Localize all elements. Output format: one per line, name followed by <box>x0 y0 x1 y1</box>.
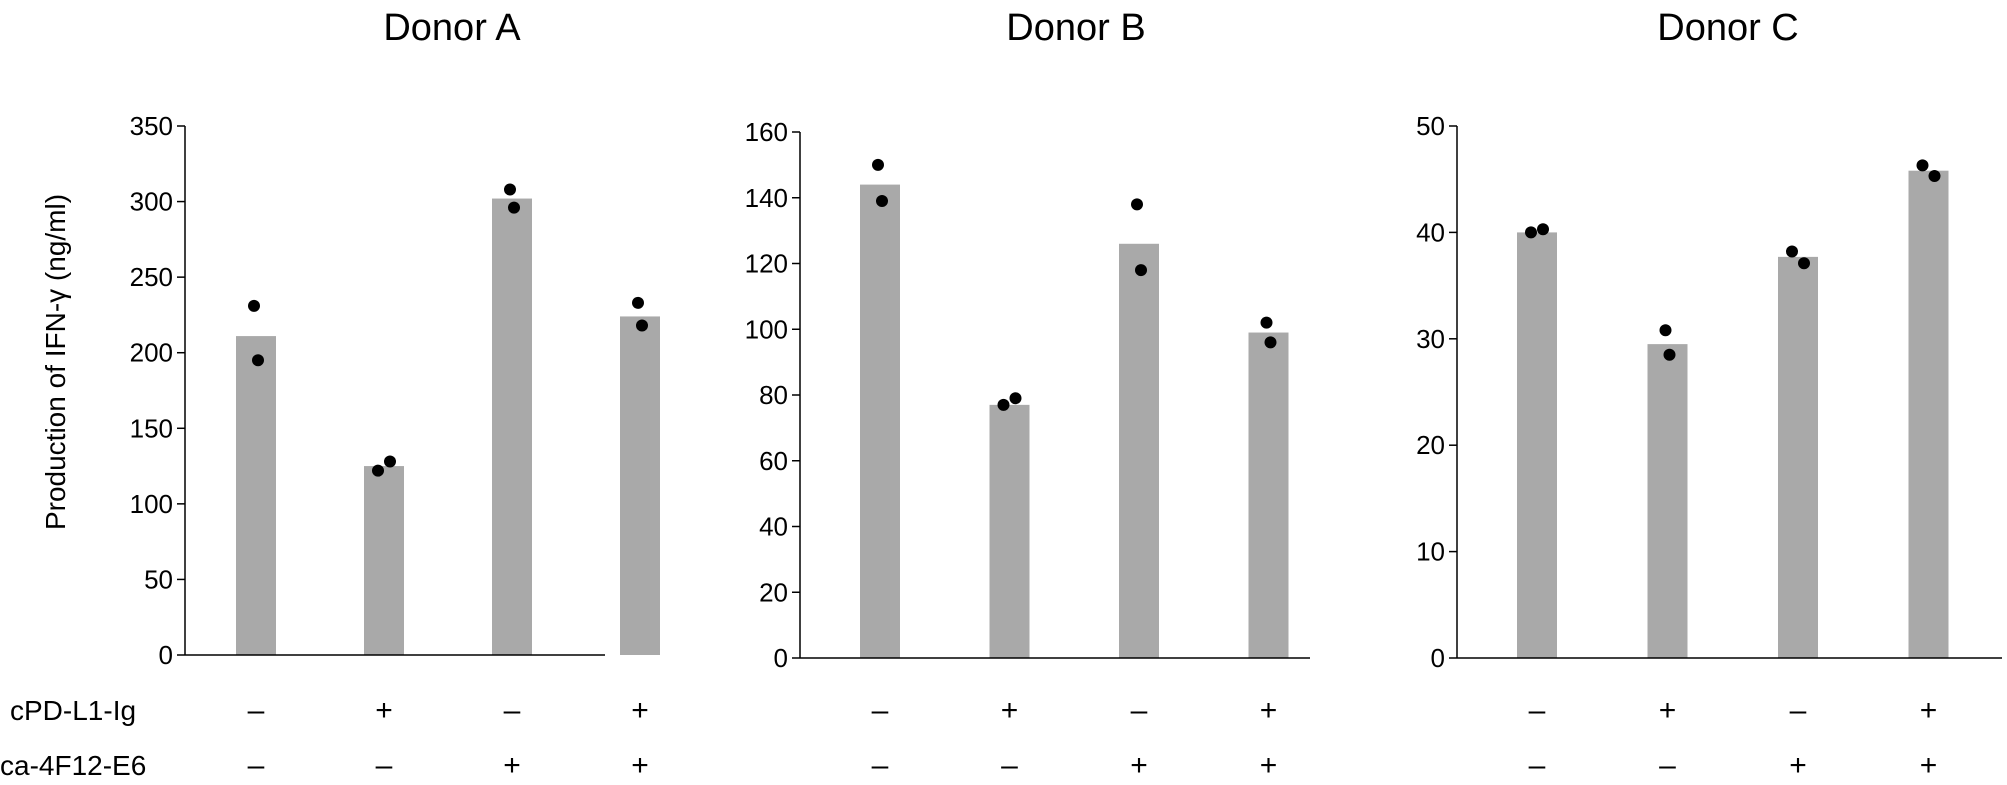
condition-ca4f12e6-sign: + <box>1260 749 1278 780</box>
y-tick-label: 100 <box>745 314 788 344</box>
bar <box>1248 332 1289 658</box>
y-axis-label: Production of IFN-γ (ng/ml) <box>40 194 71 530</box>
chart-title: Donor C <box>1657 7 1799 49</box>
y-tick-label: 20 <box>759 577 788 607</box>
y-tick-label: 140 <box>745 183 788 213</box>
condition-ca4f12e6-sign: – <box>1001 749 1018 780</box>
y-tick-label: 150 <box>130 413 173 443</box>
data-point <box>372 464 384 477</box>
y-tick-label: 350 <box>130 111 173 141</box>
condition-ca4f12e6-sign: – <box>1659 749 1676 780</box>
condition-cpdl1ig-sign: – <box>1790 694 1807 727</box>
row-label-ca4f12e6: ca-4F12-E6 <box>0 750 146 780</box>
data-point <box>1659 324 1672 337</box>
condition-cpdl1ig-sign: – <box>1529 694 1546 727</box>
data-point <box>1537 223 1549 236</box>
chart-panel-1: Donor A 0 50 100 150 200 250 300 350 – + – + – – + + <box>130 7 660 782</box>
data-point <box>1663 348 1676 361</box>
bar <box>1647 344 1688 658</box>
condition-cpdl1ig-sign: – <box>872 694 889 727</box>
chart-title: Donor B <box>1006 7 1145 49</box>
row-label-cpdl1ig: cPD-L1-Ig <box>10 695 136 726</box>
condition-ca4f12e6-sign: – <box>376 749 393 780</box>
data-point <box>997 398 1010 411</box>
condition-ca4f12e6-sign: + <box>1130 749 1148 780</box>
y-tick-label: 0 <box>159 640 173 670</box>
y-tick-label: 160 <box>745 117 788 147</box>
data-point <box>1135 264 1147 277</box>
bar <box>1778 256 1818 658</box>
condition-cpdl1ig-sign: + <box>1001 694 1019 727</box>
y-tick-label: 40 <box>759 512 788 542</box>
data-point <box>508 201 520 214</box>
condition-cpdl1ig-sign: – <box>248 694 265 727</box>
chart-panel-3: Donor C 0 10 20 30 40 50 – + – + – – + + <box>1416 7 2002 782</box>
data-point <box>1264 336 1277 349</box>
bar <box>236 336 276 655</box>
y-tick-label: 20 <box>1416 430 1445 460</box>
condition-ca4f12e6-sign: + <box>1789 749 1807 780</box>
data-point <box>872 158 884 171</box>
condition-cpdl1ig-sign: + <box>1659 694 1677 727</box>
y-tick-label: 200 <box>130 338 173 368</box>
y-tick-label: 50 <box>144 564 173 594</box>
condition-cpdl1ig-sign: + <box>1920 694 1938 727</box>
y-tick-label: 30 <box>1416 324 1445 354</box>
y-tick-label: 250 <box>130 262 173 292</box>
bar <box>1517 232 1557 658</box>
condition-cpdl1ig-sign: + <box>1260 694 1278 727</box>
data-point <box>248 299 260 312</box>
bar <box>364 466 404 655</box>
condition-ca4f12e6-sign: + <box>1920 749 1938 780</box>
y-tick-label: 0 <box>1431 643 1445 673</box>
condition-ca4f12e6-sign: – <box>248 749 265 780</box>
condition-cpdl1ig-sign: – <box>504 694 521 727</box>
bar <box>1119 243 1159 658</box>
bar <box>620 316 660 655</box>
chart-panel-2: Donor B 0 20 40 60 80 100 120 140 160 – + – + – – + + <box>745 7 1310 782</box>
data-point <box>1798 257 1810 270</box>
y-tick-label: 80 <box>759 380 788 410</box>
data-point <box>1260 316 1273 329</box>
condition-cpdl1ig-sign: + <box>375 694 393 727</box>
chart-title: Donor A <box>383 7 521 49</box>
condition-cpdl1ig-sign: + <box>631 694 649 727</box>
data-point <box>636 319 648 332</box>
data-point <box>1928 170 1941 183</box>
bar <box>860 184 900 658</box>
condition-ca4f12e6-sign: – <box>1529 749 1546 780</box>
bar <box>1908 170 1949 659</box>
condition-cpdl1ig-sign: – <box>1131 694 1148 727</box>
y-tick-label: 120 <box>745 249 788 279</box>
data-point <box>632 296 644 309</box>
y-tick-label: 0 <box>774 643 788 673</box>
data-point <box>1009 392 1022 405</box>
y-tick-label: 50 <box>1416 111 1445 141</box>
data-point <box>1525 226 1537 239</box>
condition-ca4f12e6-sign: + <box>631 749 649 780</box>
y-tick-label: 40 <box>1416 217 1445 247</box>
data-point <box>384 455 396 468</box>
data-point <box>876 195 888 208</box>
y-tick-label: 60 <box>759 446 788 476</box>
condition-ca4f12e6-sign: – <box>872 749 889 780</box>
condition-ca4f12e6-sign: + <box>503 749 521 780</box>
data-point <box>1786 245 1798 258</box>
y-tick-label: 300 <box>130 187 173 217</box>
data-point <box>1916 159 1929 172</box>
y-tick-label: 100 <box>130 489 173 519</box>
data-point <box>1131 198 1143 211</box>
bar <box>989 404 1030 658</box>
data-point <box>252 354 264 367</box>
data-point <box>504 183 516 196</box>
y-tick-label: 10 <box>1416 537 1445 567</box>
bar <box>492 198 532 655</box>
